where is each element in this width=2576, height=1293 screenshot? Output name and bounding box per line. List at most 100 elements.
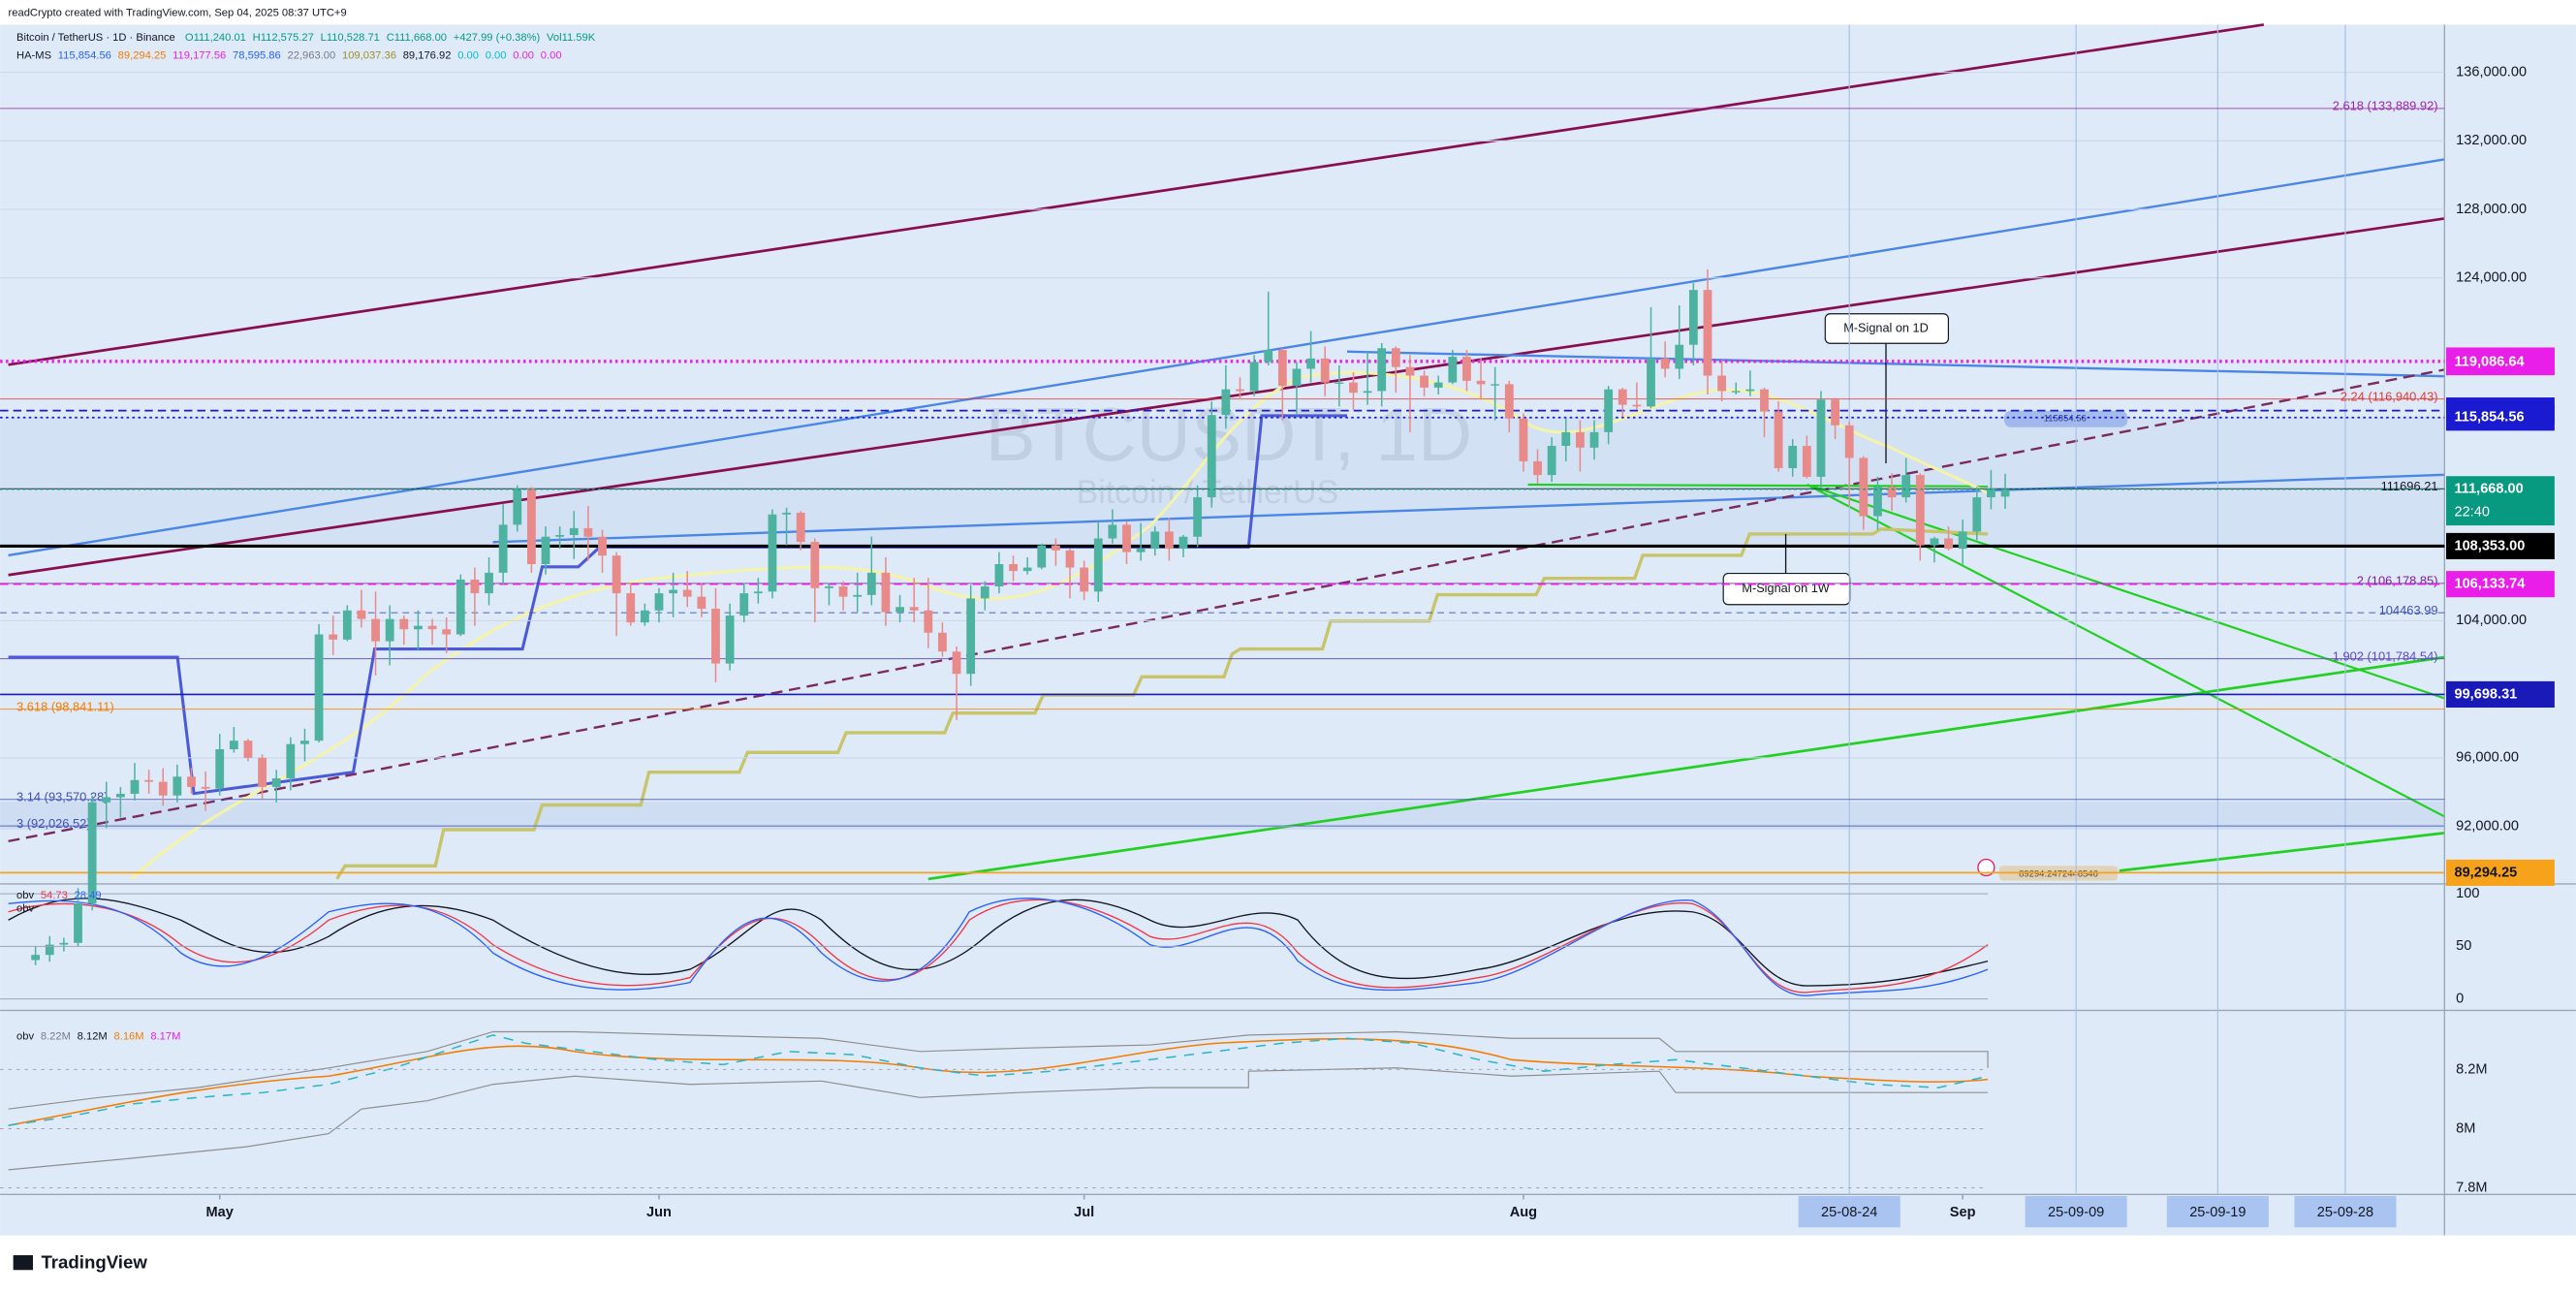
candle-body (1009, 564, 1018, 572)
candle-body (215, 748, 225, 789)
candle-body (1349, 382, 1358, 394)
candle-body (1561, 431, 1571, 447)
candle-body (555, 534, 565, 537)
candle-body (1377, 348, 1387, 392)
price-badge-label: 119,086.64 (2454, 354, 2525, 369)
indicator-legend-item: 115,854.56 (58, 50, 111, 62)
candle-body (909, 607, 919, 611)
ohlc-legend-item: O111,240.01 (185, 32, 246, 44)
fib-label: 1.902 (101,784.54) (2333, 648, 2438, 663)
candle-body (187, 776, 196, 787)
panel-tick-label: 8M (2456, 1120, 2475, 1136)
panel-tick-label: 50 (2456, 938, 2471, 954)
event-icon[interactable] (1977, 858, 1995, 877)
candle-body (768, 514, 777, 592)
candle-body (144, 779, 154, 782)
candle-body (1022, 567, 1032, 572)
candle-body (640, 610, 649, 623)
candle-body (1405, 366, 1415, 376)
candle-body (87, 802, 97, 904)
fib-label: 3 (92,026.52) (16, 816, 91, 831)
indicator-legend-item: 78,595.86 (233, 50, 281, 62)
y-tick-label: 96,000.00 (2456, 750, 2519, 766)
candle-body (1760, 389, 1769, 412)
trend-line (1527, 483, 1989, 488)
panel-legend-item: 8.22M (41, 1031, 71, 1043)
candle-body (258, 757, 267, 787)
candle-body (427, 625, 437, 630)
candle-body (1136, 549, 1146, 552)
trend-line (1806, 484, 2445, 818)
panel-legend-item: 8.17M (150, 1031, 180, 1043)
candle-body (1547, 446, 1556, 476)
candle-body (1335, 382, 1344, 384)
candle-body (1717, 375, 1727, 392)
candle-body (1236, 389, 1244, 392)
candle-body (357, 610, 366, 619)
candle-body (229, 741, 238, 749)
candle-body (201, 786, 210, 789)
candle-body (1873, 487, 1882, 517)
candle-body (1249, 362, 1259, 392)
price-badge-label: 115,854.56 (2454, 410, 2524, 426)
brand: TradingView (41, 1251, 147, 1272)
callout (1824, 313, 1950, 344)
candle-body (371, 618, 380, 642)
date-badge-label: 25-09-19 (2189, 1205, 2246, 1220)
footer-bg (0, 1235, 2576, 1293)
indicator-legend-item: 89,176.92 (403, 50, 452, 62)
indicator-legend-item: 0.00 (486, 50, 507, 62)
candle-body (414, 625, 423, 630)
price-badge (2446, 859, 2555, 886)
candle-body (924, 610, 933, 633)
candle-body (1264, 350, 1273, 363)
candle-body (1844, 425, 1854, 458)
candle-body (513, 489, 522, 525)
date-badge-label: 25-09-28 (2317, 1205, 2373, 1220)
candle-body (669, 589, 678, 594)
panel-legend-item: 54.73 (41, 890, 68, 901)
candle-body (1150, 531, 1160, 550)
candle-body (725, 615, 735, 664)
candle-body (485, 572, 493, 594)
countdown: 22:40 (2454, 504, 2489, 520)
candle-body (966, 598, 976, 675)
candle-body (1221, 389, 1231, 416)
candle-body (810, 542, 820, 588)
candle-body (31, 955, 41, 961)
candle-body (1745, 389, 1755, 392)
candle-body (498, 524, 508, 573)
candle-body (825, 586, 833, 588)
price-badge-label: 106,133.74 (2454, 577, 2526, 592)
panel-tick-label: 100 (2456, 886, 2479, 901)
panel-legend: obv 8.22M 8.12M 8.16M 8.17M (16, 1031, 180, 1043)
last-price-label: 111,668.00 (2454, 482, 2523, 497)
price-badge-label: 99,698.31 (2454, 686, 2517, 702)
candle-body (1292, 368, 1302, 387)
candle-body (1618, 389, 1627, 405)
fib-label: 111696.21 (2381, 479, 2438, 493)
candle-body (1987, 489, 1995, 498)
date-badge (2025, 1195, 2127, 1228)
candle-body (1831, 399, 1839, 426)
candle-body (115, 793, 125, 798)
annotation: 115854.56 (2044, 414, 2087, 425)
candle-body (1037, 545, 1047, 568)
zone (0, 802, 2445, 830)
candle-body (1320, 358, 1330, 383)
ohlc-legend-item: Vol11.59K (547, 32, 596, 44)
panel-legend-item: 8.16M (114, 1031, 144, 1043)
panel-legend-item: obv (16, 890, 34, 901)
candle-body (782, 512, 791, 515)
indicator-legend-item: 119,177.56 (173, 50, 226, 62)
candle-body (711, 609, 720, 664)
candle-body (1462, 357, 1471, 381)
date-badge (2294, 1195, 2397, 1228)
candle-body (314, 634, 324, 741)
y-tick-label: 128,000.00 (2456, 202, 2527, 217)
candle-body (173, 776, 182, 796)
credit: readCrypto created with TradingView.com,… (9, 8, 347, 19)
candle-body (130, 779, 140, 794)
candle-body (626, 593, 636, 623)
candle-body (1193, 497, 1203, 537)
